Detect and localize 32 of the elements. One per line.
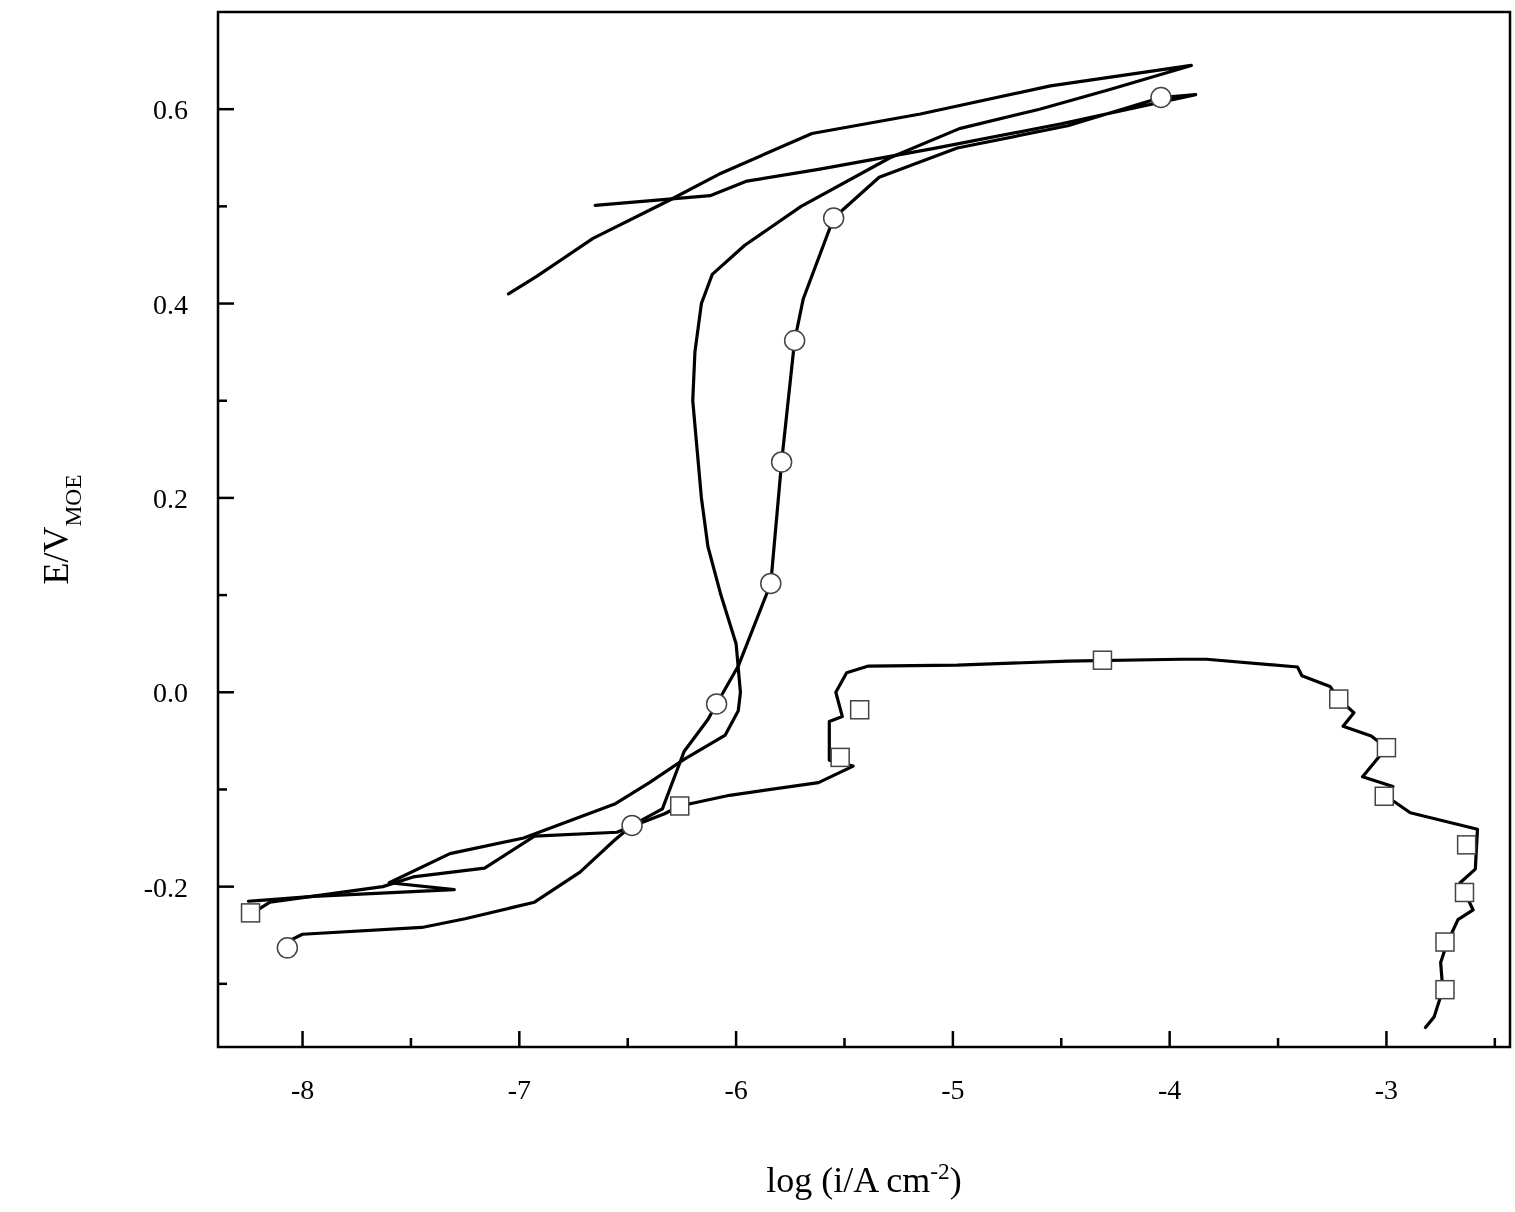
- point: [1328, 689, 1349, 709]
- y-tick-label: -0.2: [143, 871, 188, 903]
- x-tick-label: -5: [941, 1074, 965, 1105]
- point: [1435, 932, 1455, 952]
- x-tick-label: -4: [1157, 1074, 1182, 1105]
- point: [830, 747, 850, 768]
- point: [822, 207, 845, 229]
- point: [849, 700, 870, 720]
- y-tick-label: 0.0: [153, 677, 188, 709]
- point: [1435, 979, 1455, 1000]
- point: [760, 572, 782, 595]
- point: [705, 693, 728, 715]
- point: [240, 903, 261, 923]
- point: [669, 796, 690, 816]
- x-axis-title: log (i/A cm$^{-2}$): [766, 1158, 962, 1200]
- point: [1456, 835, 1477, 855]
- y-tick-label: 0.2: [153, 482, 188, 514]
- point: [770, 451, 793, 473]
- point: [1150, 86, 1172, 109]
- point: [1376, 737, 1397, 758]
- point: [783, 329, 806, 352]
- point: [1374, 786, 1395, 807]
- point: [621, 814, 643, 837]
- point: [276, 937, 299, 959]
- y-tick-label: 0.4: [153, 288, 188, 320]
- point: [1454, 882, 1475, 903]
- x-tick-label: -6: [724, 1074, 748, 1105]
- x-tick-label: -3: [1374, 1074, 1399, 1105]
- point: [1092, 650, 1113, 670]
- x-tick-label: -7: [507, 1074, 531, 1105]
- x-tick-label: -8: [290, 1074, 315, 1105]
- y-tick-label: 0.6: [153, 94, 188, 126]
